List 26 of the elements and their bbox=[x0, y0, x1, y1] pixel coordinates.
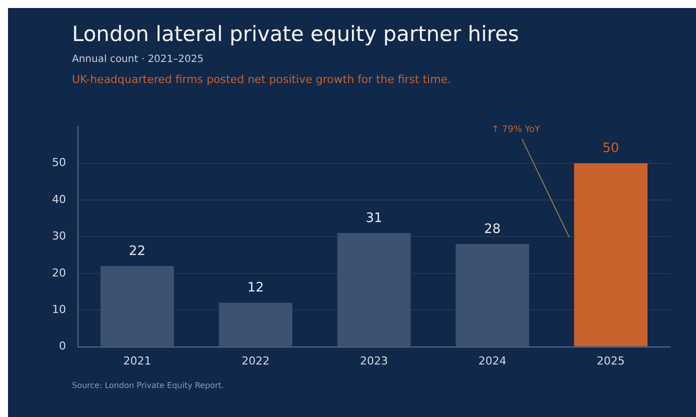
bar bbox=[574, 163, 648, 346]
y-tick-label: 0 bbox=[58, 340, 66, 353]
bar bbox=[337, 233, 411, 346]
chart-title: London lateral private equity partner hires bbox=[72, 22, 519, 46]
data-label: 22 bbox=[128, 244, 146, 259]
source-note: Source: London Private Equity Report. bbox=[72, 381, 224, 390]
data-label: 31 bbox=[366, 210, 382, 226]
x-tick-label: 2023 bbox=[360, 354, 388, 368]
data-label: 12 bbox=[247, 280, 264, 296]
y-tick-label: 30 bbox=[52, 230, 66, 243]
y-tick-label: 50 bbox=[52, 156, 66, 170]
annotation: ↑ 79% YoY bbox=[492, 124, 540, 135]
y-tick-label: 40 bbox=[52, 192, 66, 206]
data-label: 50 bbox=[602, 141, 620, 156]
x-tick-label: 2024 bbox=[478, 354, 506, 368]
x-tick-label: 2021 bbox=[123, 354, 152, 368]
x-tick-label: 2022 bbox=[242, 354, 270, 368]
text: UK-headquartered firms posted net positive growth for the first time. bbox=[72, 73, 452, 86]
y-tick-label: 20 bbox=[52, 266, 66, 280]
bar bbox=[456, 244, 530, 346]
y-tick-label: 10 bbox=[52, 302, 66, 316]
chart-subtitle: Annual count · 2021–2025 bbox=[72, 54, 204, 65]
bar bbox=[218, 302, 292, 346]
data-label: 28 bbox=[484, 222, 501, 237]
bar bbox=[100, 266, 174, 346]
x-tick-label: 2025 bbox=[596, 354, 625, 368]
